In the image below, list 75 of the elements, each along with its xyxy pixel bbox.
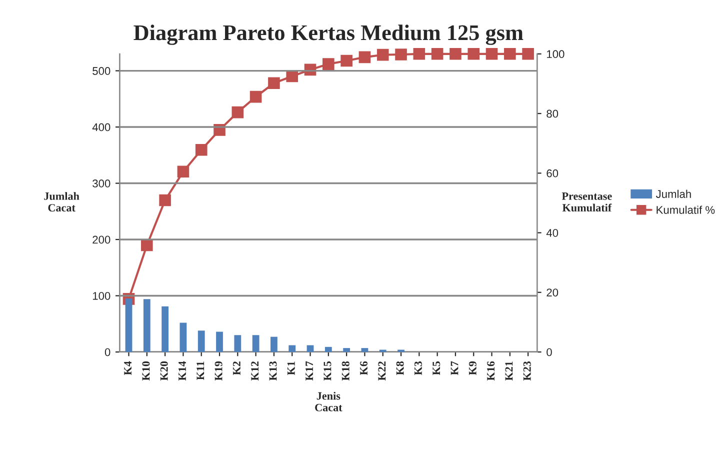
x-tick-label: K14: [178, 361, 186, 381]
point: [268, 77, 280, 90]
point: [450, 48, 462, 60]
legend-label: Kumulatif %: [656, 206, 715, 214]
x-tick-label: K20: [160, 361, 168, 381]
point: [413, 48, 426, 60]
point: [522, 48, 534, 60]
x-tick-label: K2: [232, 361, 240, 376]
y-tick-label: 500: [92, 67, 110, 75]
x-axis-title: Jenis Cacat: [315, 392, 342, 412]
x-tick-label: K21: [505, 362, 513, 381]
point: [250, 90, 262, 103]
x-tick-label: K5: [432, 361, 440, 376]
y2-tick-label: 40: [546, 229, 558, 237]
bar: [234, 335, 242, 352]
bar: [306, 345, 314, 352]
y2-tick-label: 60: [546, 169, 558, 178]
x-tick-label: K9: [468, 361, 476, 376]
point: [195, 144, 208, 156]
point: [431, 48, 444, 60]
x-tick-label: K6: [360, 361, 368, 376]
y2-axis-title: Presentase Kumulatif: [562, 192, 612, 212]
x-tick-label: K10: [142, 361, 150, 381]
y2-tick-label: 20: [546, 288, 558, 296]
x-tick-label: K23: [523, 361, 531, 381]
x-tick-label: K1: [287, 362, 295, 376]
x-tick-label: K15: [324, 361, 332, 381]
point: [232, 106, 244, 118]
point: [322, 58, 334, 70]
y-axis-title: Jumlah Cacat: [44, 192, 80, 212]
y2-tick-label: 0: [546, 348, 552, 356]
y-tick-label: 300: [92, 180, 110, 188]
point: [286, 70, 298, 82]
point: [141, 239, 153, 252]
bar: [216, 332, 223, 352]
x-tick-label: K7: [450, 361, 458, 376]
point: [376, 48, 389, 61]
point: [395, 48, 407, 60]
point: [504, 48, 516, 60]
bar: [143, 299, 150, 352]
bar: [343, 348, 350, 352]
point: [159, 194, 171, 206]
x-tick-label: K4: [124, 361, 132, 376]
y-tick-label: 200: [92, 236, 110, 244]
chart-title: Diagram Pareto Kertas Medium 125 gsm: [134, 24, 524, 45]
y2-tick-label: 80: [546, 110, 558, 118]
bar: [180, 322, 187, 352]
legend-label: Jumlah: [656, 190, 691, 198]
y-tick-label: 400: [92, 123, 110, 132]
bar: [125, 298, 132, 352]
bar: [324, 346, 332, 352]
x-tick-label: K3: [414, 361, 422, 376]
x-tick-label: K18: [342, 361, 350, 381]
y-tick-label: 100: [92, 292, 110, 300]
x-tick-label: K17: [306, 361, 313, 381]
point: [486, 48, 498, 60]
point: [468, 48, 480, 60]
x-tick-label: K12: [251, 361, 258, 381]
bar: [361, 348, 368, 352]
y2-tick-label: 100: [547, 50, 564, 58]
x-tick-label: K19: [214, 361, 222, 381]
x-tick-label: K22: [378, 361, 386, 381]
y-tick-label: 0: [104, 348, 110, 356]
point: [340, 54, 352, 67]
x-tick-label: K11: [196, 362, 204, 380]
bar: [198, 330, 205, 352]
x-tick-label: K13: [269, 361, 277, 381]
point: [177, 166, 190, 178]
bar: [252, 335, 260, 352]
x-tick-label: K16: [487, 361, 495, 381]
bar: [162, 306, 169, 352]
x-tick-label: K8: [396, 361, 404, 376]
bar: [270, 336, 278, 352]
bar: [288, 345, 296, 352]
point: [358, 51, 371, 64]
